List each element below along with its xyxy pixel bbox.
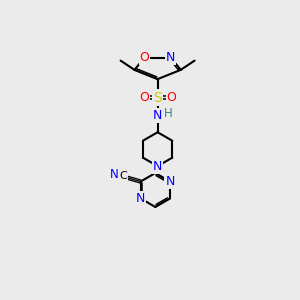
- Text: O: O: [167, 91, 176, 104]
- Text: S: S: [153, 91, 162, 105]
- Text: O: O: [139, 91, 149, 104]
- Text: N: N: [136, 192, 145, 205]
- Text: N: N: [153, 109, 162, 122]
- Text: N: N: [166, 51, 175, 64]
- Text: H: H: [164, 107, 173, 120]
- Text: N: N: [153, 160, 162, 172]
- Text: N: N: [165, 175, 175, 188]
- Text: O: O: [140, 51, 149, 64]
- Text: C: C: [120, 171, 128, 181]
- Text: N: N: [110, 168, 119, 181]
